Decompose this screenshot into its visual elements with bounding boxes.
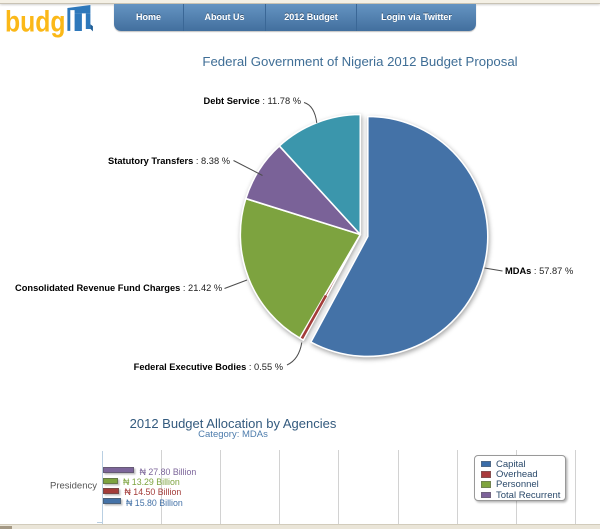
svg-text:budg: budg [5, 6, 66, 39]
